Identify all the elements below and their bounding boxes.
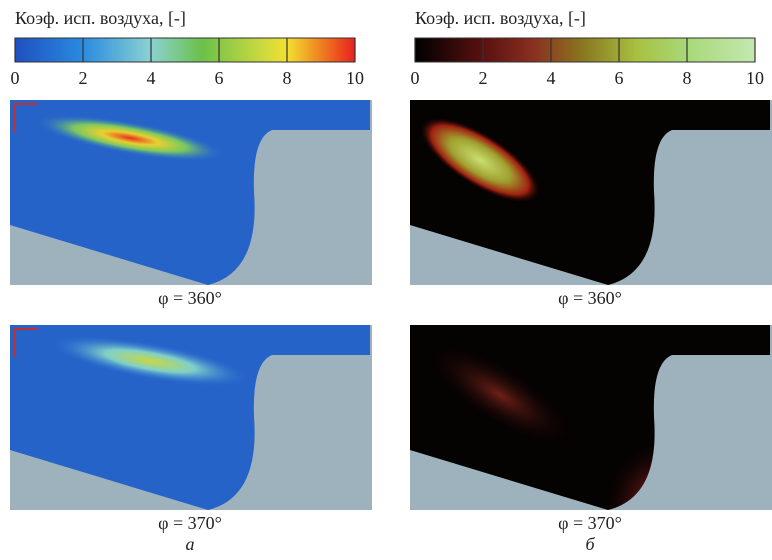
colorbar-tick-label: 0 [411,68,420,88]
colorbar-title: Коэф. исп. воздуха, [-] [15,8,186,28]
column-label: б [585,534,595,554]
colorbar-tick-label: 8 [683,68,692,88]
colorbar-tick-label: 10 [346,68,364,88]
colorbar-tick-label: 4 [147,68,156,88]
colorbar-title: Коэф. исп. воздуха, [-] [415,8,586,28]
column-label: а [186,534,195,554]
colorbar-tick-label: 2 [479,68,488,88]
colorbar-tick-label: 4 [547,68,556,88]
colorbar [415,38,755,62]
colorbar-tick-label: 10 [746,68,764,88]
colorbar-tick-label: 0 [11,68,20,88]
simulation-panel [10,325,372,510]
colorbar-tick-label: 8 [283,68,292,88]
panel-caption: φ = 370° [558,513,622,533]
colorbar-tick-label: 6 [615,68,624,88]
colorbar-tick-label: 2 [79,68,88,88]
figure: Коэф. исп. воздуха, [-] 0 2 4 6 8 10 φ = 360° φ … [0,0,772,560]
simulation-panel [407,100,772,285]
colorbar-tick-label: 6 [215,68,224,88]
panel-caption: φ = 360° [158,288,222,308]
simulation-panel [10,100,372,285]
panel-caption: φ = 360° [558,288,622,308]
simulation-panel [408,322,772,535]
colorbar [15,38,355,62]
panel-caption: φ = 370° [158,513,222,533]
